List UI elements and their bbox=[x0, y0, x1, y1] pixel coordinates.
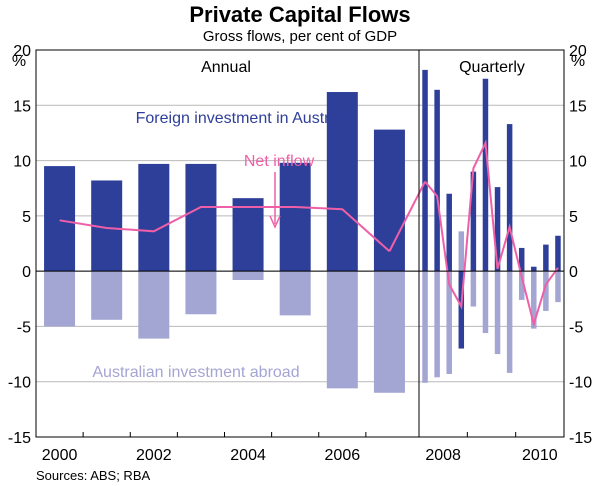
investment-abroad-bar bbox=[91, 271, 123, 320]
chart-title: Private Capital Flows bbox=[189, 2, 410, 27]
investment-abroad-bar bbox=[422, 271, 428, 383]
foreign-investment-bar bbox=[446, 193, 452, 272]
net-inflow-line bbox=[424, 139, 559, 328]
foreign-investment-bar bbox=[422, 69, 428, 272]
y-tick-label-left: 15 bbox=[13, 98, 31, 115]
foreign-investment-bar bbox=[470, 171, 477, 272]
net-inflow-arrow bbox=[269, 172, 281, 229]
foreign-investment-bar bbox=[531, 266, 537, 272]
panel-label-annual: Annual bbox=[201, 59, 251, 76]
foreign-investment-bar bbox=[555, 235, 561, 272]
investment-abroad-bar bbox=[531, 271, 537, 329]
investment-abroad-bar bbox=[482, 271, 489, 334]
foreign-investment-bar bbox=[482, 78, 489, 272]
foreign-investment-bar bbox=[458, 271, 465, 349]
foreign-investment-bar bbox=[434, 89, 440, 272]
y-tick-label-left: -10 bbox=[8, 375, 31, 392]
y-tick-label-left: 5 bbox=[22, 209, 31, 226]
investment-abroad-bar bbox=[506, 271, 513, 373]
bars bbox=[44, 69, 561, 393]
x-tick-label: 2002 bbox=[136, 447, 172, 464]
x-tick-label: 2000 bbox=[42, 447, 78, 464]
plot-border bbox=[35, 49, 565, 438]
investment-abroad-bar bbox=[518, 271, 525, 300]
y-tick-label-left: 10 bbox=[13, 154, 31, 171]
y-tick-label-right: 5 bbox=[569, 209, 578, 226]
x-tick-labels: 2000 2002 2004 2006 2008 2010 bbox=[42, 447, 558, 464]
plot-frame bbox=[35, 49, 565, 438]
investment-abroad-bar bbox=[44, 271, 76, 327]
y-tick-label-right: -10 bbox=[569, 375, 592, 392]
foreign-investment-bar bbox=[279, 162, 311, 272]
source-note: Sources: ABS; RBA bbox=[36, 468, 150, 483]
investment-abroad-bar bbox=[138, 271, 170, 339]
y-unit-right: % bbox=[571, 53, 585, 70]
x-tick-label: 2010 bbox=[522, 447, 558, 464]
y-tick-label-right: 0 bbox=[569, 264, 578, 281]
y-tick-label-right: -5 bbox=[569, 319, 583, 336]
annotation-net-inflow: Net inflow bbox=[244, 153, 315, 170]
y-tick-label-right: -15 bbox=[569, 430, 592, 447]
y-tick-label-left: -5 bbox=[17, 319, 31, 336]
foreign-investment-bar bbox=[494, 187, 501, 272]
investment-abroad-bar bbox=[326, 271, 358, 389]
investment-abroad-bar bbox=[555, 271, 561, 303]
investment-abroad-bar bbox=[494, 271, 501, 355]
x-tick-label: 2004 bbox=[230, 447, 266, 464]
foreign-investment-bar bbox=[44, 166, 76, 272]
net-inflow-line bbox=[59, 206, 391, 252]
y-tick-label-left: 0 bbox=[22, 264, 31, 281]
investment-abroad-bar bbox=[232, 271, 264, 280]
y-tick-labels: -15 -15 -10 -10 -5 -5 0 0 5 5 10 10 15 15 20 20 bbox=[8, 43, 592, 447]
y-tick-label-right: 10 bbox=[569, 154, 587, 171]
investment-abroad-bar bbox=[279, 271, 311, 316]
foreign-investment-bar bbox=[373, 129, 405, 272]
y-tick-label-left: -15 bbox=[8, 430, 31, 447]
y-unit-left: % bbox=[12, 53, 26, 70]
foreign-investment-bar bbox=[506, 124, 513, 272]
foreign-investment-bar bbox=[518, 247, 525, 272]
investment-abroad-bar bbox=[543, 271, 549, 311]
x-tick-label: 2008 bbox=[425, 447, 461, 464]
foreign-investment-bar bbox=[232, 198, 264, 272]
foreign-investment-bar bbox=[543, 244, 549, 272]
foreign-investment-bar bbox=[326, 92, 358, 272]
investment-abroad-bar bbox=[373, 271, 405, 393]
panel-label-quarterly: Quarterly bbox=[459, 59, 525, 76]
chart-subtitle: Gross flows, per cent of GDP bbox=[203, 28, 397, 45]
investment-abroad-bar bbox=[470, 271, 477, 307]
annotation-investment-abroad: Australian investment abroad bbox=[92, 364, 299, 381]
y-tick-label-left: 20 bbox=[13, 43, 31, 60]
investment-abroad-bar bbox=[458, 231, 465, 272]
foreign-investment-bar bbox=[185, 163, 217, 272]
y-tick-label-right: 20 bbox=[569, 43, 587, 60]
annotation-foreign-investment: Foreign investment in Australia bbox=[136, 110, 355, 127]
foreign-investment-bar bbox=[138, 163, 170, 272]
investment-abroad-bar bbox=[446, 271, 452, 374]
investment-abroad-bar bbox=[185, 271, 217, 315]
x-tick-label: 2006 bbox=[325, 447, 361, 464]
y-tick-label-right: 15 bbox=[569, 98, 587, 115]
investment-abroad-bar bbox=[434, 271, 440, 378]
